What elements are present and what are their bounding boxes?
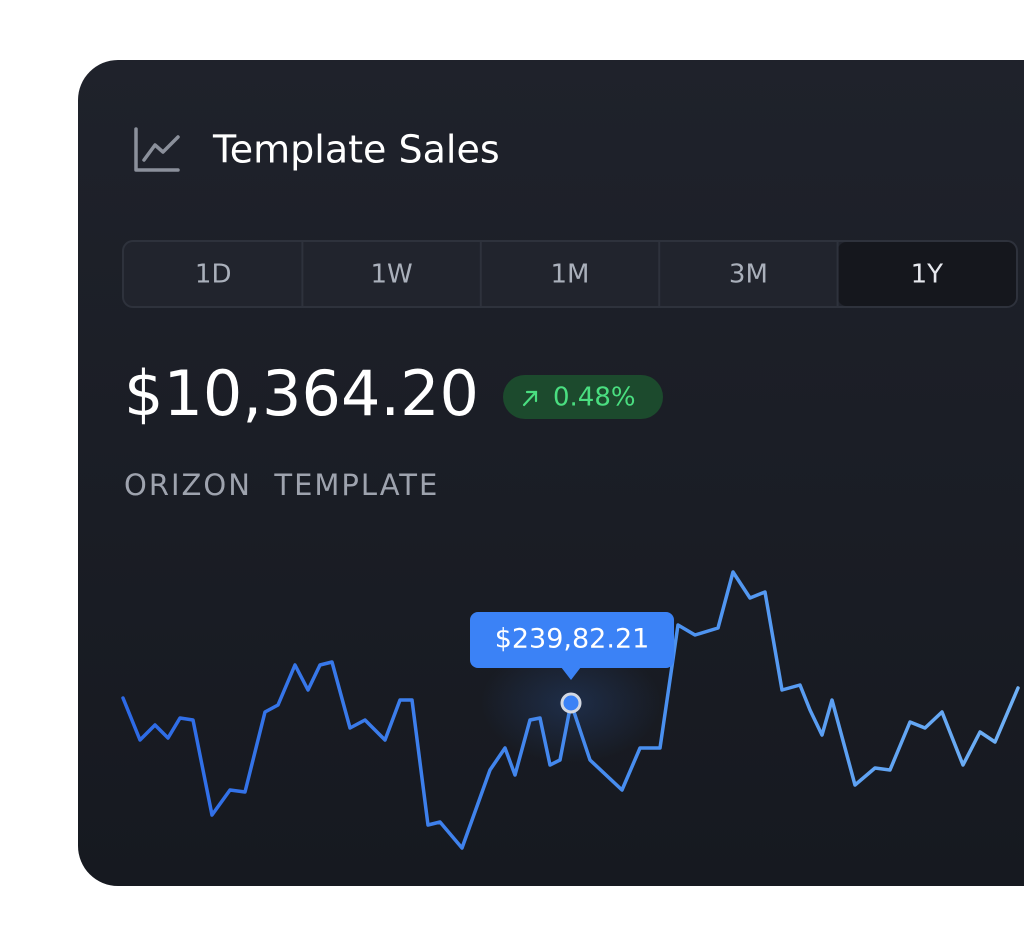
tooltip-box bbox=[470, 612, 674, 668]
change-value: 0.48% bbox=[553, 383, 636, 413]
tab[interactable]: 3M bbox=[658, 242, 768, 306]
timeframe-tabs: 1D 1W 1M 3M 1Y bbox=[122, 240, 1018, 308]
tab[interactable]: 1Y bbox=[836, 242, 1016, 306]
tooltip-value: $239,82.21 bbox=[495, 624, 650, 655]
price: $10,364.20 bbox=[124, 357, 479, 430]
tab[interactable]: 1M bbox=[479, 242, 590, 306]
highlight-point bbox=[560, 692, 582, 714]
tab[interactable]: 1W bbox=[301, 242, 413, 306]
tooltip: $239,82.21 bbox=[470, 612, 674, 680]
tab-selected-bg bbox=[837, 242, 1016, 306]
tab-label[interactable]: 1D bbox=[195, 260, 232, 290]
chart-icon bbox=[134, 127, 180, 172]
change-badge bbox=[503, 375, 663, 419]
tab[interactable]: 1D bbox=[195, 260, 232, 290]
up-arrow-icon bbox=[522, 390, 538, 407]
product-label: ORIZON TEMPLATE bbox=[124, 468, 439, 502]
sales-line bbox=[121, 570, 1020, 850]
tab-label[interactable]: 1M bbox=[551, 260, 590, 290]
tooltip-pointer bbox=[561, 667, 581, 680]
tab-label[interactable]: 1W bbox=[370, 260, 412, 290]
tabs-track bbox=[122, 240, 1018, 308]
tab-label[interactable]: 3M bbox=[729, 260, 768, 290]
card-title: Template Sales bbox=[212, 128, 500, 172]
tab-label[interactable]: 1Y bbox=[911, 260, 944, 290]
